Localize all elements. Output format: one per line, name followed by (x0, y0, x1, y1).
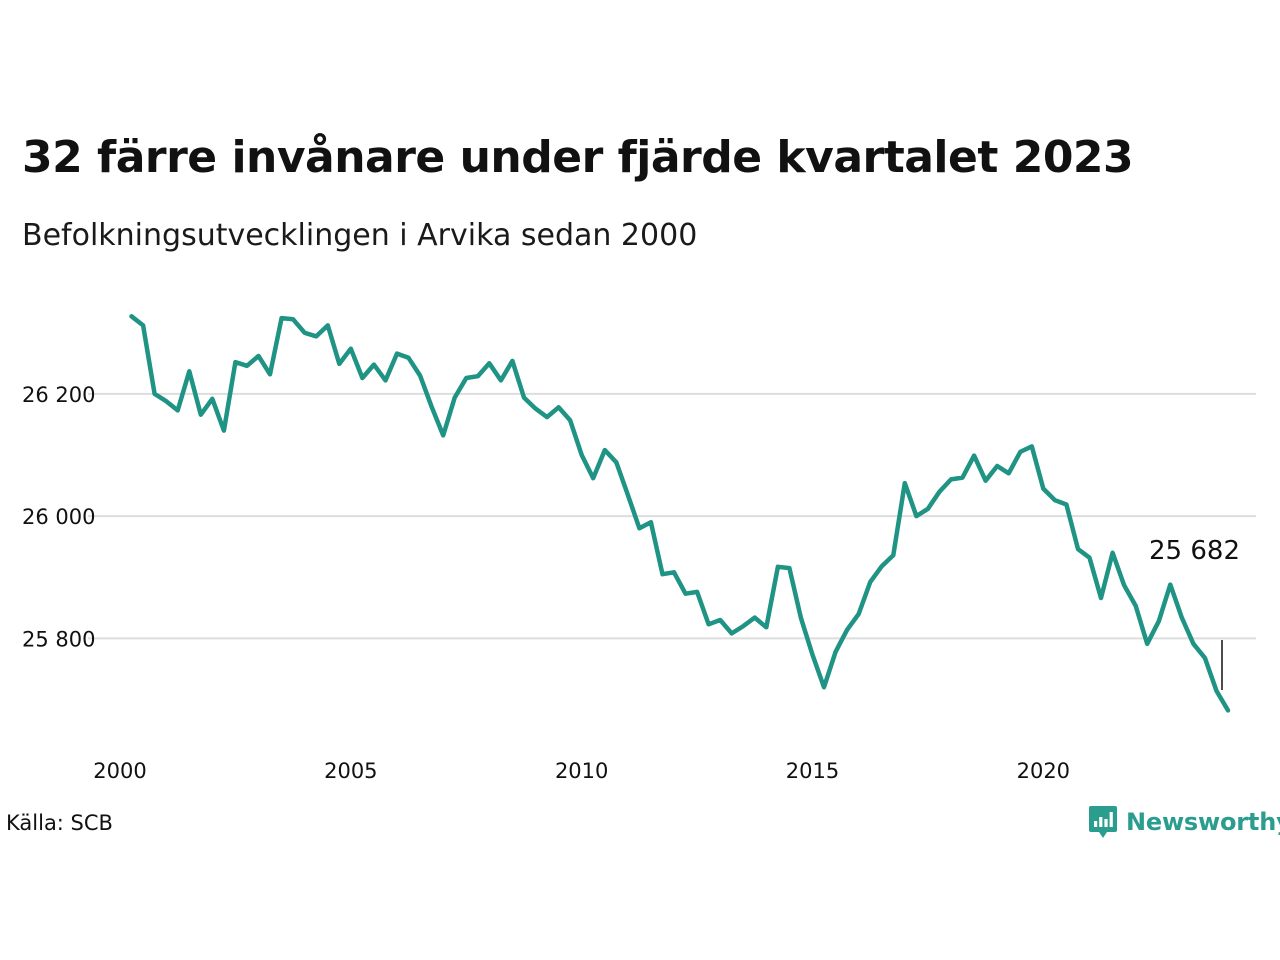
x-tick-label: 2010 (555, 759, 608, 783)
source-note: Källa: SCB (6, 811, 113, 835)
series-line (129, 314, 1231, 713)
newsworthy-logo-icon (1089, 806, 1117, 838)
brand-logo: Newsworthy (1088, 804, 1280, 840)
x-tick-label: 2000 (93, 759, 146, 783)
x-tick-label: 2020 (1017, 759, 1070, 783)
page-title: 32 färre invånare under fjärde kvartalet… (22, 132, 1134, 183)
x-tick-label: 2015 (786, 759, 839, 783)
x-tick-label: 2005 (324, 759, 377, 783)
page-subtitle: Befolkningsutvecklingen i Arvika sedan 2… (22, 218, 698, 253)
y-tick-label: 26 000 (22, 505, 95, 529)
last-value-label: 25 682 (1149, 536, 1240, 566)
brand-name: Newsworthy (1126, 808, 1280, 836)
y-tick-label: 26 200 (22, 383, 95, 407)
y-tick-label: 25 800 (22, 627, 95, 651)
